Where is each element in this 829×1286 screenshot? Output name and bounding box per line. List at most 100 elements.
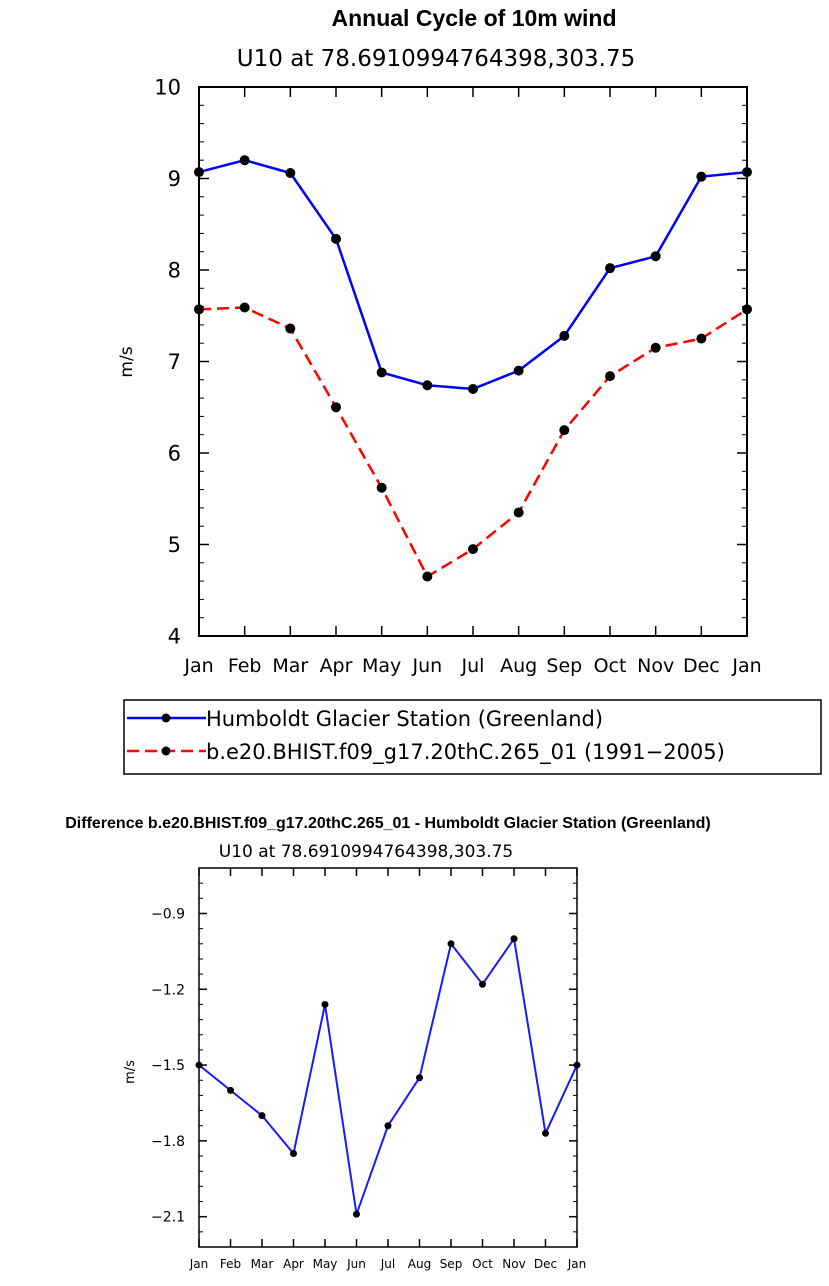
series-line-1 bbox=[198, 306, 748, 579]
series-0-point bbox=[510, 935, 518, 943]
x-tick-label: May bbox=[313, 1257, 338, 1271]
x-tick-label: Jan bbox=[567, 1257, 587, 1271]
chart-2-y-axis-label: m/s bbox=[123, 1060, 138, 1084]
chart-2-x-ticks: Jan Feb Mar Apr May Jun Jul Aug Sep Oct Nov Dec Jan bbox=[189, 1257, 587, 1271]
x-tick-label: Feb bbox=[220, 1257, 241, 1271]
chart-2-title: Difference b.e20.BHIST.f09_g17.20thC.265… bbox=[65, 815, 711, 832]
series-0-point bbox=[447, 940, 455, 948]
chart-1-title: Annual Cycle of 10m wind bbox=[332, 5, 617, 31]
x-tick-label: Apr bbox=[283, 1257, 304, 1271]
y-tick-label: 5 bbox=[168, 533, 181, 557]
chart-1-axes bbox=[198, 86, 748, 637]
series-0-point bbox=[468, 383, 478, 394]
x-tick-label: Jan bbox=[731, 655, 761, 677]
series-1-point bbox=[285, 323, 296, 334]
x-tick-label: Jun bbox=[411, 655, 442, 677]
y-tick-label: 6 bbox=[168, 442, 181, 466]
y-tick-label: −2.1 bbox=[151, 1210, 185, 1226]
x-tick-label: Jul bbox=[461, 655, 485, 677]
series-0-point bbox=[650, 251, 661, 262]
series-0-point bbox=[227, 1086, 234, 1094]
series-1-point bbox=[559, 425, 570, 436]
x-tick-label: Mar bbox=[272, 655, 308, 677]
series-0-point bbox=[290, 1150, 297, 1158]
legend-label-model: b.e20.BHIST.f09_g17.20thC.265_01 (1991−2… bbox=[206, 740, 725, 765]
x-tick-label: Nov bbox=[637, 655, 674, 677]
series-0-point bbox=[321, 1000, 329, 1008]
series-0-point bbox=[195, 1061, 203, 1069]
x-tick-label: Dec bbox=[683, 655, 720, 677]
series-0-point bbox=[479, 980, 486, 988]
x-tick-label: May bbox=[362, 655, 401, 677]
y-tick-label: −1.2 bbox=[151, 982, 185, 998]
series-1-point bbox=[605, 371, 615, 382]
series-1-point bbox=[650, 342, 661, 353]
series-0-point bbox=[353, 1210, 360, 1218]
x-tick-label: Oct bbox=[594, 655, 627, 677]
series-1-point bbox=[376, 482, 387, 493]
plot-frame bbox=[198, 867, 578, 1248]
series-0-point bbox=[573, 1061, 581, 1069]
y-tick-label: 4 bbox=[168, 625, 181, 649]
chart-1-x-ticks: Jan Feb Mar Apr May Jun Jul Aug Sep Oct Nov Dec Jan bbox=[183, 655, 761, 677]
x-tick-label: Mar bbox=[251, 1257, 274, 1271]
x-tick-label: Nov bbox=[502, 1257, 525, 1271]
y-tick-label: 10 bbox=[154, 76, 181, 100]
series-line-0 bbox=[198, 936, 578, 1215]
chart-2-series bbox=[195, 935, 581, 1218]
chart-2-subtitle: U10 at 78.6910994764398,303.75 bbox=[219, 842, 514, 862]
series-0-point bbox=[376, 367, 387, 378]
x-tick-label: Dec bbox=[534, 1257, 557, 1271]
chart-1-subtitle: U10 at 78.6910994764398,303.75 bbox=[237, 46, 635, 72]
chart-1-series bbox=[194, 155, 752, 582]
chart-1: Annual Cycle of 10m wind U10 at 78.69109… bbox=[117, 5, 762, 677]
chart-1-y-ticks: 4 5 6 7 8 9 10 bbox=[154, 76, 181, 649]
legend-label-observed: Humboldt Glacier Station (Greenland) bbox=[206, 707, 603, 731]
series-0-point bbox=[513, 365, 524, 376]
series-1-point bbox=[513, 507, 524, 518]
series-0-point bbox=[239, 155, 250, 166]
legend-marker-observed bbox=[161, 713, 171, 723]
series-0-point bbox=[258, 1112, 266, 1120]
series-0-point bbox=[422, 380, 433, 391]
x-tick-label: Aug bbox=[500, 655, 537, 677]
series-0-point bbox=[416, 1074, 423, 1082]
series-1-point bbox=[331, 402, 341, 413]
series-line-0 bbox=[198, 158, 748, 391]
chart-2-axes bbox=[198, 867, 578, 1248]
y-tick-label: 9 bbox=[168, 167, 181, 191]
series-1-point bbox=[194, 304, 204, 315]
chart-2: Difference b.e20.BHIST.f09_g17.20thC.265… bbox=[65, 815, 711, 1271]
x-tick-label: Feb bbox=[228, 655, 262, 677]
y-tick-label: 8 bbox=[168, 259, 181, 283]
series-1-point bbox=[468, 544, 478, 555]
series-0-point bbox=[194, 167, 204, 178]
x-tick-label: Sep bbox=[546, 655, 582, 677]
chart-2-y-ticks: −0.9 −1.2 −1.5 −1.8 −2.1 bbox=[151, 907, 185, 1226]
x-tick-label: Apr bbox=[320, 655, 353, 677]
series-0-point bbox=[696, 171, 707, 182]
series-0-point bbox=[559, 330, 570, 341]
x-tick-label: Jan bbox=[183, 655, 213, 677]
y-tick-label: 7 bbox=[168, 350, 181, 374]
series-1-point bbox=[696, 333, 707, 344]
series-1-point bbox=[239, 302, 250, 313]
series-0-point bbox=[542, 1129, 549, 1137]
series-0-point bbox=[605, 263, 615, 274]
x-tick-label: Jul bbox=[380, 1257, 395, 1271]
y-tick-label: −0.9 bbox=[151, 907, 185, 923]
legend-marker-model bbox=[161, 746, 171, 756]
y-tick-label: −1.5 bbox=[151, 1058, 185, 1074]
series-0-point bbox=[742, 167, 752, 178]
x-tick-label: Jan bbox=[189, 1257, 209, 1271]
x-tick-label: Aug bbox=[408, 1257, 431, 1271]
chart-1-legend: Humboldt Glacier Station (Greenland) b.e… bbox=[123, 699, 822, 775]
y-tick-label: −1.8 bbox=[151, 1134, 185, 1150]
chart-1-y-axis-label: m/s bbox=[117, 346, 137, 377]
x-tick-label: Jun bbox=[346, 1257, 366, 1271]
series-0-point bbox=[331, 233, 341, 244]
series-1-point bbox=[422, 571, 433, 582]
series-1-point bbox=[742, 304, 752, 315]
series-0-point bbox=[384, 1122, 392, 1130]
